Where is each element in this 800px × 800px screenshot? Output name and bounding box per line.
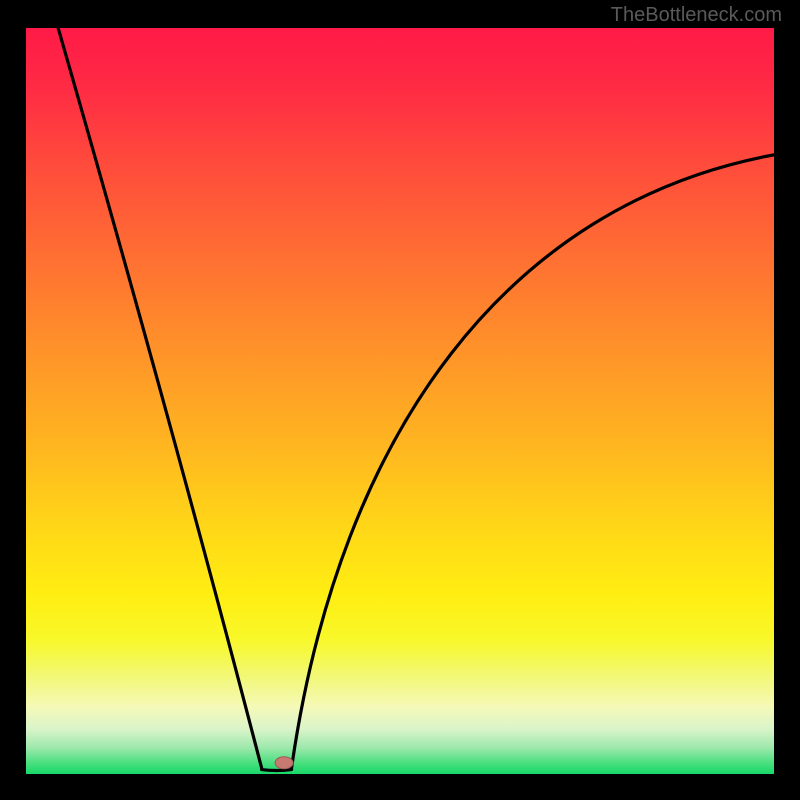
chart-svg — [26, 28, 774, 774]
plot-area — [26, 28, 774, 774]
watermark-text: TheBottleneck.com — [611, 4, 782, 27]
gradient-background — [26, 28, 774, 774]
minimum-marker — [275, 757, 293, 769]
